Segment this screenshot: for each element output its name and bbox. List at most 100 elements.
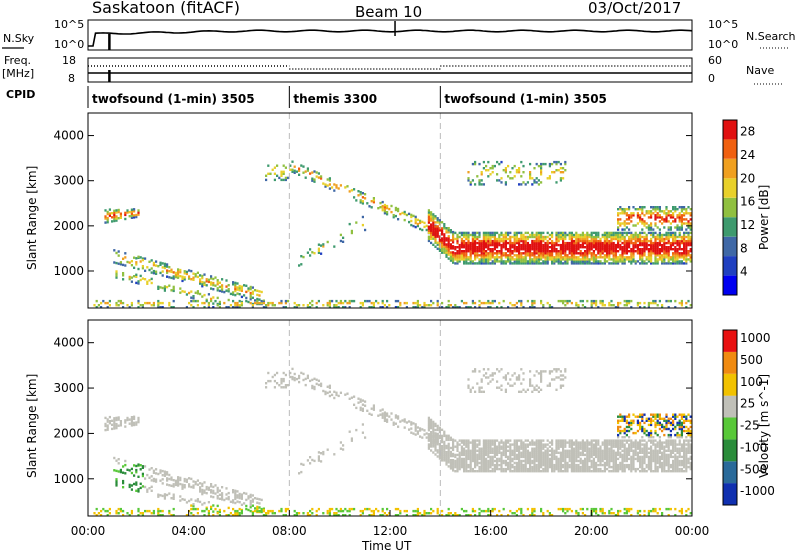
velocity-cell <box>573 459 576 463</box>
power-cell <box>641 231 644 235</box>
power-cell <box>243 284 246 287</box>
velocity-cell <box>207 501 210 504</box>
velocity-cell <box>227 514 230 517</box>
velocity-cell <box>610 451 613 454</box>
power-cell <box>636 304 639 307</box>
power-cell <box>467 246 470 249</box>
power-cell <box>667 250 670 253</box>
power-cell <box>210 275 213 278</box>
power-cell <box>157 306 160 309</box>
power-cell <box>584 241 587 245</box>
velocity-cell <box>137 416 140 420</box>
power-cell <box>500 243 503 247</box>
power-cell <box>441 237 444 240</box>
velocity-cell <box>463 451 466 454</box>
power-cell <box>117 262 120 265</box>
power-cell <box>251 296 254 299</box>
power-cell <box>570 250 573 253</box>
power-cell <box>273 304 276 307</box>
velocity-cell <box>144 465 147 468</box>
power-cell <box>313 178 316 181</box>
velocity-cell <box>359 398 362 401</box>
power-cell <box>291 168 294 171</box>
power-cell <box>359 306 362 309</box>
power-cell <box>135 213 138 217</box>
power-cell <box>647 226 650 229</box>
power-cell <box>122 272 125 275</box>
velocity-cell <box>562 459 565 463</box>
velocity-cell <box>454 465 457 469</box>
velocity-cell <box>586 463 589 467</box>
velocity-cell <box>531 455 534 459</box>
power-cell <box>458 243 461 247</box>
velocity-cell <box>551 457 554 461</box>
power-cell <box>537 237 540 241</box>
power-cell <box>353 196 356 199</box>
velocity-cell <box>348 397 351 400</box>
velocity-cell <box>555 445 558 448</box>
velocity-cell <box>177 480 180 483</box>
power-cell <box>592 231 595 235</box>
power-cell <box>617 262 620 265</box>
velocity-cell <box>562 384 565 387</box>
velocity-cell <box>493 372 496 375</box>
power-cell <box>674 226 677 229</box>
velocity-cell <box>445 457 448 460</box>
velocity-cell <box>487 447 490 450</box>
power-cell <box>449 253 452 256</box>
power-cell <box>628 243 631 247</box>
power-cell <box>430 225 433 228</box>
power-cell <box>298 167 301 170</box>
power-cell <box>482 262 485 265</box>
velocity-cell <box>203 491 206 494</box>
power-cell <box>650 254 653 257</box>
velocity-cell <box>447 434 450 437</box>
power-cell <box>548 233 551 237</box>
power-cell <box>456 258 459 261</box>
power-cell <box>192 306 195 309</box>
power-cell <box>465 237 468 241</box>
power-cell <box>170 276 173 280</box>
velocity-cell <box>364 436 367 439</box>
velocity-cell <box>544 449 547 452</box>
velocity-cell <box>386 412 389 415</box>
velocity-cell <box>397 507 400 511</box>
velocity-cell <box>564 368 567 371</box>
velocity-cell <box>597 447 600 450</box>
velocity-cell <box>564 512 567 515</box>
power-cell <box>430 213 433 216</box>
velocity-cell <box>471 467 474 471</box>
velocity-cell <box>469 441 472 444</box>
power-cell <box>177 276 180 279</box>
power-cell <box>522 233 525 237</box>
power-cell <box>581 262 584 265</box>
velocity-cell <box>555 465 558 469</box>
power-cell <box>643 250 646 253</box>
power-cell <box>454 231 457 235</box>
velocity-cell <box>590 463 593 467</box>
power-cell <box>504 239 507 243</box>
power-cell <box>597 241 600 245</box>
velocity-cell <box>529 457 532 461</box>
velocity-cell <box>251 494 254 497</box>
power-cell <box>529 177 532 180</box>
velocity-cell <box>498 445 501 448</box>
velocity-cell <box>597 439 600 442</box>
power-cell <box>614 250 617 253</box>
velocity-cell <box>557 376 560 379</box>
power-cell <box>155 264 158 267</box>
power-cell <box>601 248 604 251</box>
power-cell <box>628 239 631 243</box>
power-cell <box>628 208 631 211</box>
power-cell <box>249 296 252 299</box>
power-cell <box>526 181 529 184</box>
velocity-cell <box>447 452 450 456</box>
velocity-cell <box>161 494 164 498</box>
velocity-cell <box>441 514 444 517</box>
power-cell <box>489 237 492 241</box>
velocity-cell <box>236 514 239 517</box>
velocity-cell <box>533 449 536 452</box>
velocity-cell <box>113 417 116 420</box>
power-cell <box>581 241 584 245</box>
